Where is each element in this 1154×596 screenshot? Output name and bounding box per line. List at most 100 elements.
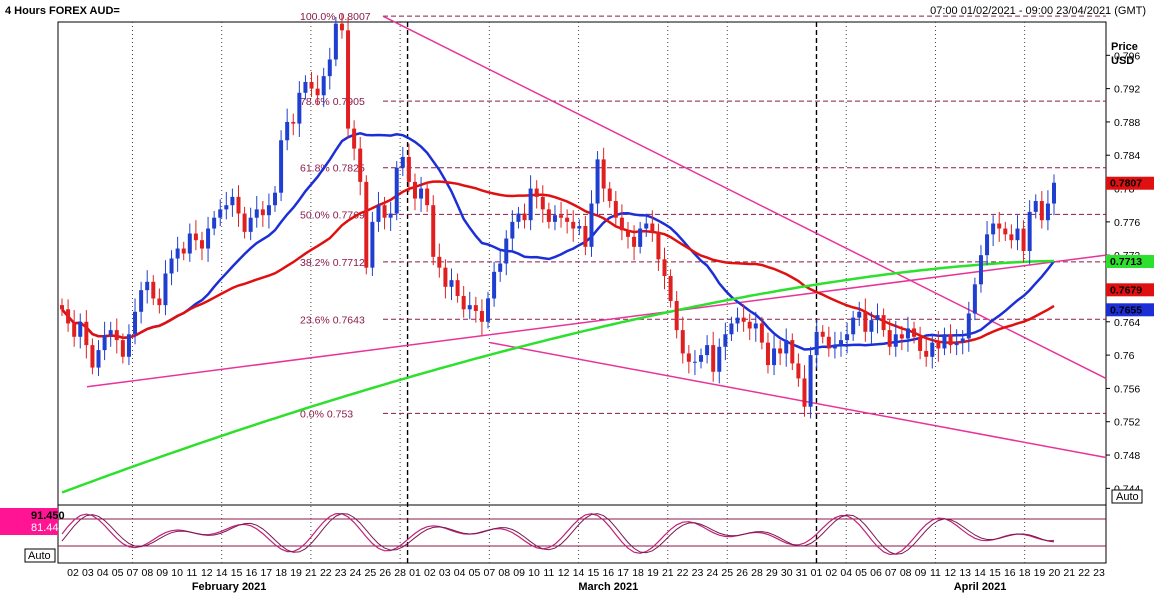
osc-auto-button[interactable]: Auto bbox=[24, 548, 56, 563]
candle-body bbox=[419, 188, 424, 199]
x-tick-label: 22 bbox=[677, 567, 689, 579]
candle-body bbox=[486, 298, 491, 322]
x-tick-label: 22 bbox=[1078, 567, 1090, 579]
x-tick-label: 12 bbox=[558, 567, 570, 579]
candle-body bbox=[893, 334, 898, 347]
price-badge-label: 0.7655 bbox=[1110, 304, 1142, 316]
x-tick-label: 12 bbox=[944, 567, 956, 579]
candle-body bbox=[820, 331, 825, 337]
candle-body bbox=[90, 345, 95, 368]
x-tick-label: 14 bbox=[216, 567, 228, 579]
x-tick-label: 08 bbox=[498, 567, 510, 579]
x-tick-label: 01 bbox=[811, 567, 823, 579]
candle-body bbox=[650, 223, 655, 232]
auto-scale-button[interactable]: Auto bbox=[1111, 489, 1143, 504]
candle-body bbox=[717, 346, 722, 372]
osc-value-bottom: 81.443 bbox=[31, 522, 65, 534]
x-tick-label: 26 bbox=[379, 567, 391, 579]
candle-body bbox=[199, 240, 204, 249]
candle-body bbox=[772, 348, 777, 366]
candle-body bbox=[753, 323, 758, 329]
x-tick-label: 04 bbox=[840, 567, 852, 579]
x-tick-label: 29 bbox=[766, 567, 778, 579]
candle-body bbox=[254, 209, 259, 218]
candle-body bbox=[206, 228, 211, 249]
candle-body bbox=[1045, 203, 1050, 221]
candle-body bbox=[473, 305, 478, 311]
candle-body bbox=[686, 353, 691, 362]
x-tick-label: 07 bbox=[127, 567, 139, 579]
x-tick-label: 23 bbox=[692, 567, 704, 579]
candle-body bbox=[479, 310, 484, 322]
candle-body bbox=[467, 305, 472, 310]
candle-body bbox=[832, 345, 837, 349]
x-tick-label: 05 bbox=[112, 567, 124, 579]
candle-body bbox=[729, 323, 734, 335]
candle-body bbox=[248, 217, 253, 232]
x-tick-label: 08 bbox=[900, 567, 912, 579]
candle-body bbox=[333, 23, 338, 60]
candle-body bbox=[814, 331, 819, 356]
price-badge bbox=[1106, 283, 1154, 297]
candle-body bbox=[273, 192, 278, 206]
candle-body bbox=[985, 234, 990, 256]
candle-body bbox=[193, 233, 198, 241]
candle-body bbox=[778, 348, 783, 354]
candle-body bbox=[784, 340, 789, 354]
x-tick-label: 07 bbox=[484, 567, 496, 579]
candle-body bbox=[972, 284, 977, 314]
trend-line bbox=[489, 341, 1107, 459]
x-tick-label: 11 bbox=[187, 567, 198, 579]
candle-body bbox=[175, 248, 180, 259]
candle-body bbox=[431, 205, 436, 257]
candle-body bbox=[918, 336, 923, 351]
candle-body bbox=[759, 323, 764, 343]
x-tick-label: 12 bbox=[201, 567, 213, 579]
candle-body bbox=[528, 188, 533, 221]
candle-body bbox=[163, 273, 168, 306]
x-tick-label: 25 bbox=[365, 567, 377, 579]
x-tick-label: 03 bbox=[439, 567, 451, 579]
candle-body bbox=[108, 330, 113, 336]
candle-body bbox=[644, 223, 649, 229]
candle-body bbox=[60, 305, 64, 310]
candle-body bbox=[279, 140, 284, 193]
candle-body bbox=[151, 281, 156, 299]
candle-body bbox=[954, 342, 959, 346]
candle-body bbox=[449, 280, 454, 287]
candle-body bbox=[534, 188, 539, 197]
candle-body bbox=[583, 226, 588, 247]
x-tick-label: 23 bbox=[1093, 567, 1105, 579]
candle-body bbox=[382, 205, 387, 218]
fib-level-label: 38.2% 0.7712 bbox=[300, 257, 365, 269]
chart-header: 4 Hours FOREX AUD= 07:00 01/02/2021 - 09… bbox=[0, 0, 1154, 22]
candle-body bbox=[437, 256, 442, 268]
osc-line-d bbox=[61, 513, 1055, 555]
candle-body bbox=[741, 317, 746, 322]
candle-body bbox=[321, 76, 326, 96]
y-tick-label: 0.776 bbox=[1114, 217, 1140, 229]
candle-body bbox=[1033, 201, 1038, 212]
candle-body bbox=[960, 338, 965, 343]
x-tick-label: 09 bbox=[513, 567, 525, 579]
axis-price-label: Price bbox=[1111, 41, 1138, 53]
ma-green-line bbox=[61, 259, 1055, 494]
candle-body bbox=[845, 334, 850, 341]
candle-body bbox=[991, 223, 996, 235]
axis-currency-label: USD bbox=[1111, 55, 1134, 67]
candle-body bbox=[930, 342, 935, 357]
ma-blue-line bbox=[61, 132, 1055, 351]
candle-body bbox=[260, 209, 265, 216]
candle-body bbox=[412, 181, 417, 199]
candle-body bbox=[376, 205, 381, 222]
candle-body bbox=[571, 221, 576, 229]
osc-auto-label: Auto bbox=[28, 550, 51, 562]
candle-body bbox=[552, 215, 557, 222]
x-tick-label: 31 bbox=[796, 567, 808, 579]
candle-body bbox=[352, 128, 357, 149]
candle-body bbox=[266, 205, 271, 216]
y-tick-label: 0.752 bbox=[1114, 417, 1140, 429]
price-badge-label: 0.7713 bbox=[1110, 256, 1142, 268]
oscillator-frame bbox=[57, 504, 1107, 564]
